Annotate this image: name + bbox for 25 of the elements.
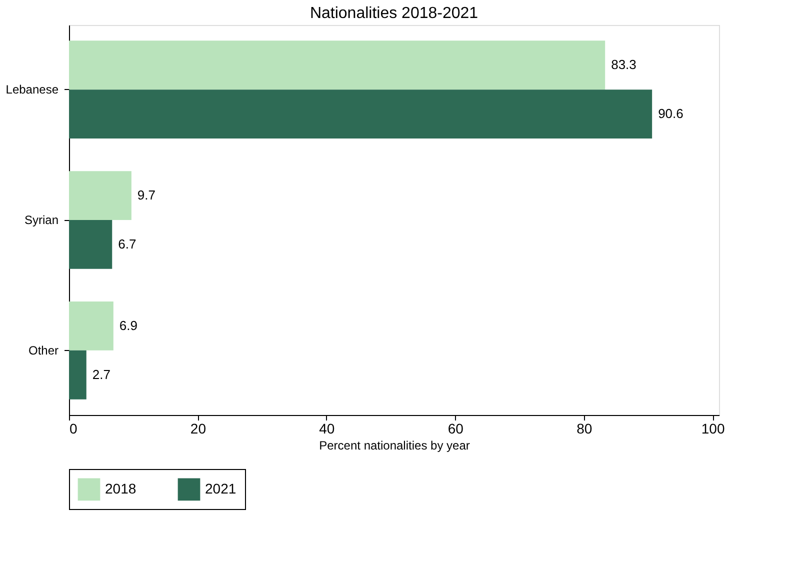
x-tick-label: 100 — [701, 420, 725, 436]
legend-label: 2018 — [105, 480, 136, 496]
x-axis-title: Percent nationalities by year — [319, 438, 470, 452]
x-tick-label: 20 — [190, 420, 206, 436]
bar — [69, 90, 652, 138]
bar — [69, 350, 86, 400]
x-tick-label: 80 — [576, 420, 592, 436]
data-label: 90.6 — [658, 106, 684, 122]
x-tick-label: 60 — [448, 420, 464, 436]
bar — [69, 220, 112, 269]
y-tick-label: Lebanese — [6, 82, 59, 97]
y-tick-label: Syrian — [24, 213, 58, 227]
bar — [69, 40, 606, 90]
data-label: 9.7 — [137, 188, 156, 203]
x-tick-label: 40 — [319, 420, 335, 436]
data-label: 6.7 — [118, 236, 136, 252]
data-label: 6.9 — [119, 318, 138, 333]
data-label: 2.7 — [92, 366, 110, 382]
bar — [69, 171, 132, 220]
bar — [69, 302, 114, 350]
data-label: 83.3 — [611, 57, 636, 72]
chart-title: Nationalities 2018-2021 — [310, 5, 478, 22]
y-tick-label: Other — [28, 343, 58, 358]
legend-label: 2021 — [205, 480, 236, 496]
x-tick-label: 0 — [70, 420, 78, 436]
